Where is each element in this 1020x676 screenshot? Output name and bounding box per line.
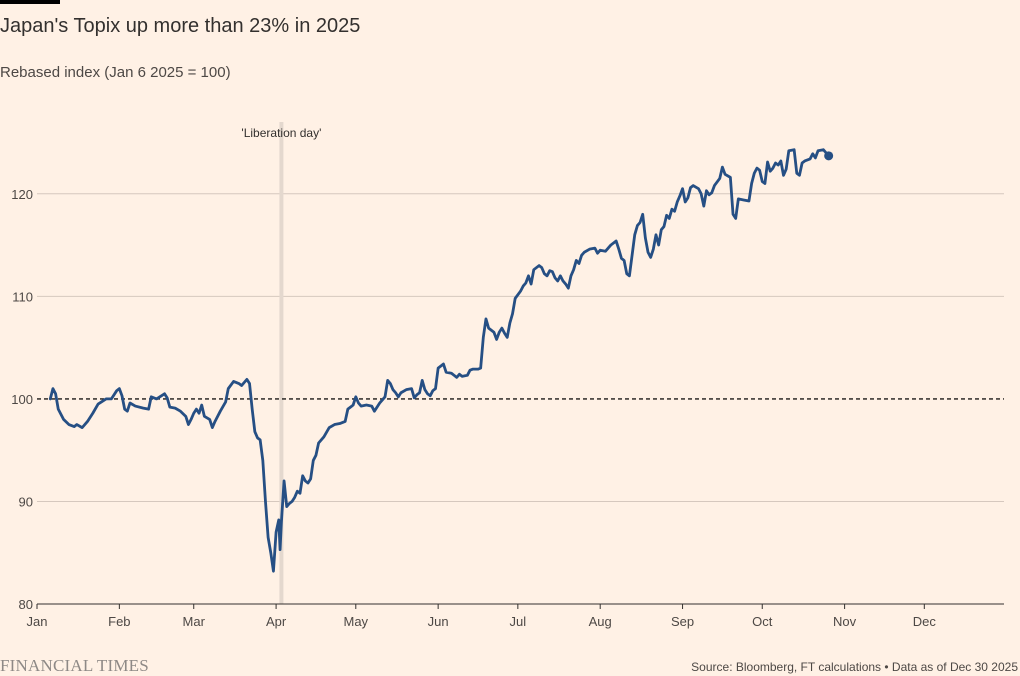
source-note: Source: Bloomberg, FT calculations • Dat… [691,660,1018,674]
x-tick-label: Feb [108,614,130,629]
y-tick-label: 110 [12,289,33,304]
y-tick-label: 80 [19,597,33,612]
x-tick-label: Jun [428,614,449,629]
y-gridlines [37,193,1004,502]
chart-title: Japan's Topix up more than 23% in 2025 [0,15,361,37]
annotation-band [279,122,284,604]
y-tick-label: 120 [11,187,33,202]
ft-logo-text: FINANCIAL TIMES [0,656,149,675]
y-tick-label: 100 [11,392,33,407]
y-tick-label: 90 [19,494,33,509]
series-layer [48,148,834,573]
series-end-marker [824,151,834,161]
annotation-layer: 'Liberation day' [241,122,321,604]
x-axis: Jan Feb Mar Apr May Jun Jul Aug Sep Oct Nov Dec [27,603,1004,629]
annotation-label: 'Liberation day' [241,126,321,140]
x-tick-label: Sep [671,614,694,629]
x-tick-label: Nov [833,614,857,629]
x-tick-label: Mar [183,614,206,629]
x-tick-label: Jul [510,614,527,629]
x-tick-label: Jan [27,614,48,629]
x-tick-label: Aug [589,614,612,629]
x-tick-label: May [344,614,369,629]
y-axis-labels: 80 90 100 110 120 [11,187,33,612]
x-tick-label: Oct [752,614,773,629]
x-tick-label: Dec [913,614,937,629]
series-line-topix [48,148,831,573]
x-tick-label: Apr [266,614,287,629]
chart-subtitle: Rebased index (Jan 6 2025 = 100) [0,64,231,81]
brand-accent-bar [0,0,60,4]
